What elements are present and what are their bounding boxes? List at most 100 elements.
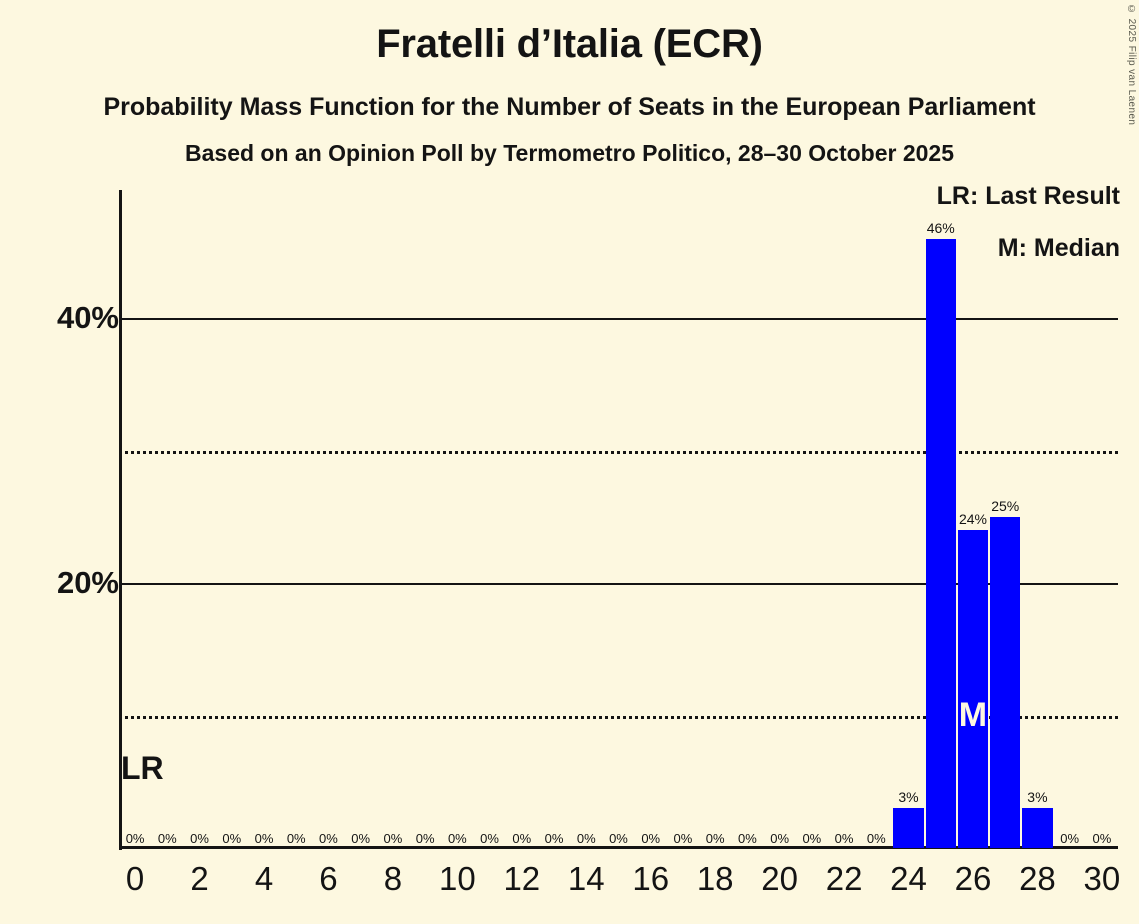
bar-slot-seat-4[interactable]: 0%: [248, 190, 280, 848]
bar-slot-seat-6[interactable]: 0%: [312, 190, 344, 848]
bar-value-label-seat-17: 0%: [673, 831, 693, 846]
bar-value-label-seat-4: 0%: [254, 831, 274, 846]
page-title: Fratelli d’Italia (ECR): [376, 22, 763, 66]
bar-slot-seat-3[interactable]: 0%: [216, 190, 248, 848]
x-axis-tick-2: 2: [190, 860, 209, 897]
bar-value-label-seat-16: 0%: [641, 831, 661, 846]
bar-slot-seat-21[interactable]: 0%: [796, 190, 828, 848]
x-axis-tick-24: 24: [890, 860, 927, 897]
gridline-10pct: [119, 715, 1118, 719]
bar-value-label-seat-19: 0%: [737, 831, 757, 846]
bar-value-label-seat-9: 0%: [415, 831, 435, 846]
x-axis-tick-8: 8: [383, 860, 403, 897]
bar-slot-seat-10[interactable]: 0%: [441, 190, 473, 848]
copyright-notice: © 2025 Filip van Laenen: [1126, 4, 1137, 126]
last-result-marker: LR: [121, 750, 164, 786]
x-axis-tick-30: 30: [1083, 860, 1121, 897]
chart-source-line: Based on an Opinion Poll by Termometro P…: [185, 140, 954, 166]
bar-slot-seat-9[interactable]: 0%: [409, 190, 441, 848]
bar-value-label-seat-8: 0%: [383, 831, 403, 846]
bar-slot-seat-0[interactable]: 0%: [119, 190, 151, 848]
bar-slot-seat-8[interactable]: 0%: [377, 190, 409, 848]
bar-value-label-seat-1: 0%: [157, 831, 177, 846]
bar-seat-28[interactable]: [1022, 808, 1053, 848]
bar-slot-seat-17[interactable]: 0%: [667, 190, 699, 848]
bar-slot-seat-15[interactable]: 0%: [602, 190, 634, 848]
bar-seat-24[interactable]: [893, 808, 924, 848]
bar-slot-seat-19[interactable]: 0%: [731, 190, 763, 848]
bar-slot-seat-24[interactable]: 3%: [892, 190, 924, 848]
bar-slot-seat-12[interactable]: 0%: [506, 190, 538, 848]
bar-slot-seat-1[interactable]: 0%: [151, 190, 183, 848]
x-axis-tick-4: 4: [254, 860, 274, 897]
x-axis-line: [119, 846, 1118, 849]
gridline-30pct: [119, 450, 1118, 454]
title-block: Fratelli d’Italia (ECR) Probability Mass…: [0, 0, 1139, 165]
gridline-20pct: [119, 583, 1118, 585]
bar-value-label-seat-15: 0%: [609, 831, 628, 846]
bar-value-label-seat-3: 0%: [222, 831, 242, 846]
bar-slot-seat-16[interactable]: 0%: [635, 190, 667, 848]
bar-value-label-seat-7: 0%: [351, 831, 371, 846]
bar-seat-25[interactable]: [925, 238, 956, 848]
bar-value-label-seat-11: 0%: [480, 831, 499, 846]
bar-value-label-seat-24: 3%: [898, 789, 919, 806]
bar-slot-seat-22[interactable]: 0%: [828, 190, 860, 848]
bar-value-label-seat-6: 0%: [319, 831, 338, 846]
bar-slot-seat-30[interactable]: 0%: [1086, 190, 1118, 848]
median-marker: M: [958, 696, 988, 734]
bar-value-label-seat-30: 0%: [1092, 831, 1112, 846]
bar-value-label-seat-25: 46%: [926, 219, 955, 236]
legend: LR: Last Result M: Median: [937, 184, 1120, 261]
x-axis-tick-0: 0: [125, 860, 145, 897]
x-axis-tick-16: 16: [632, 860, 670, 897]
legend-item-median: M: Median: [997, 234, 1120, 262]
x-axis-tick-10: 10: [439, 860, 476, 897]
bar-slot-seat-26[interactable]: 24% M: [957, 190, 989, 848]
bar-value-label-seat-28: 3%: [1027, 789, 1048, 806]
bar-value-label-seat-12: 0%: [512, 831, 532, 846]
bar-value-label-seat-18: 0%: [705, 831, 725, 846]
x-axis-tick-28: 28: [1019, 860, 1056, 897]
bar-seat-26[interactable]: [957, 530, 989, 848]
bar-slot-seat-14[interactable]: 0%: [570, 190, 602, 848]
bar-slot-seat-5[interactable]: 0%: [280, 190, 312, 848]
bar-value-label-seat-5: 0%: [286, 831, 306, 846]
y-axis-line: [119, 190, 122, 850]
gridline-40pct: [119, 318, 1118, 320]
bar-slot-seat-27[interactable]: 25%: [989, 190, 1021, 848]
bar-value-label-seat-26: 24%: [958, 511, 987, 527]
bar-value-label-seat-23: 0%: [866, 831, 886, 846]
x-axis-labels: 0 2 4 6 8 10 12 14 16 18 20 22 24 26 28 30: [119, 860, 1121, 912]
bar-value-label-seat-21: 0%: [802, 831, 822, 846]
bar-seat-27[interactable]: [990, 516, 1021, 848]
x-axis-tick-26: 26: [954, 860, 992, 897]
bar-value-label-seat-0: 0%: [125, 831, 145, 846]
bar-slot-seat-13[interactable]: 0%: [538, 190, 570, 848]
legend-item-last-result: LR: Last Result: [936, 182, 1120, 210]
x-axis-tick-14: 14: [567, 860, 605, 897]
bar-value-label-seat-13: 0%: [544, 831, 564, 846]
bar-slot-seat-11[interactable]: 0%: [473, 190, 505, 848]
y-axis-label-40pct: 40%: [56, 300, 119, 335]
bar-slot-seat-20[interactable]: 0%: [764, 190, 796, 848]
chart-subtitle: Probability Mass Function for the Number…: [103, 93, 1036, 121]
x-axis-tick-22: 22: [825, 860, 863, 897]
bar-value-label-seat-29: 0%: [1060, 831, 1080, 846]
bar-slot-seat-23[interactable]: 0%: [860, 190, 892, 848]
y-axis-label-20pct: 20%: [56, 565, 119, 600]
bar-value-label-seat-14: 0%: [576, 831, 596, 846]
bar-value-label-seat-10: 0%: [447, 831, 467, 846]
x-axis-tick-12: 12: [503, 860, 541, 897]
x-axis-tick-18: 18: [696, 860, 734, 897]
bar-slot-seat-2[interactable]: 0%: [183, 190, 215, 848]
bar-slot-seat-29[interactable]: 0%: [1054, 190, 1086, 848]
bar-slot-seat-18[interactable]: 0%: [699, 190, 731, 848]
bar-slot-seat-28[interactable]: 3%: [1021, 190, 1053, 848]
bar-value-label-seat-2: 0%: [190, 831, 209, 846]
bar-slot-seat-7[interactable]: 0%: [345, 190, 377, 848]
bar-value-label-seat-22: 0%: [834, 831, 854, 846]
x-axis-tick-20: 20: [761, 860, 798, 897]
bar-slot-seat-25[interactable]: 46%: [925, 190, 957, 848]
bar-value-label-seat-27: 25%: [991, 497, 1020, 514]
